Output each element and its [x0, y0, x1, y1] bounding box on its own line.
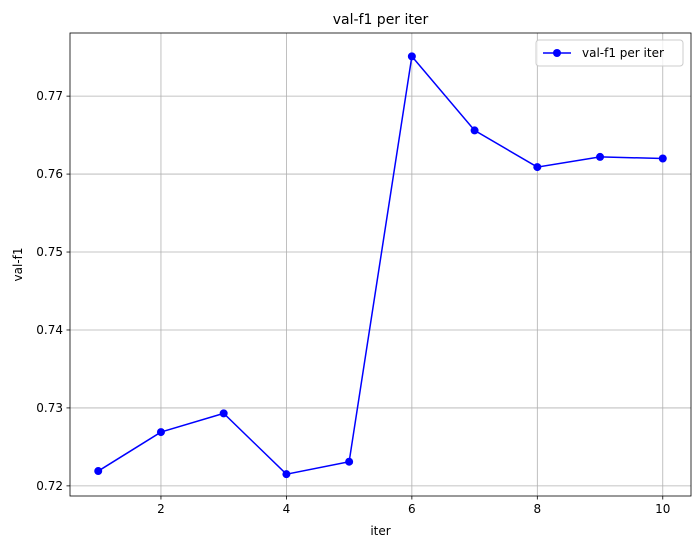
legend-box	[535, 39, 684, 67]
y-tick-label: 0.76	[36, 167, 63, 181]
x-tick-label: 2	[157, 502, 165, 516]
data-point	[156, 428, 165, 437]
chart-title: val-f1 per iter	[333, 12, 429, 28]
grid-lines	[70, 33, 691, 496]
x-tick-label: 10	[655, 502, 670, 516]
data-point	[94, 467, 103, 476]
plot-area-frame	[69, 32, 692, 497]
data-point	[596, 152, 605, 161]
y-tick-label: 0.72	[36, 479, 63, 493]
data-point	[407, 52, 416, 61]
x-tick-label: 4	[283, 502, 291, 516]
legend: val-f1 per iter	[535, 39, 684, 67]
y-tick-label: 0.74	[36, 323, 63, 337]
data-point	[219, 409, 228, 418]
x-tick-label: 8	[533, 502, 541, 516]
data-point	[533, 163, 542, 172]
data-point	[345, 457, 354, 466]
series-line	[97, 54, 663, 475]
y-tick-label: 0.73	[36, 401, 63, 415]
x-axis-label: iter	[370, 524, 390, 538]
data-point	[470, 126, 479, 135]
y-axis-label: val-f1	[11, 248, 25, 282]
axis-ticks: 2 4 6 8 10 0.72 0.73 0.74 0.75 0.76 0.77	[36, 89, 670, 516]
legend-label: val-f1 per iter	[582, 46, 664, 60]
y-tick-label: 0.75	[36, 245, 63, 259]
x-tick-label: 6	[408, 502, 416, 516]
legend-marker-swatch	[553, 49, 561, 57]
data-point	[658, 154, 667, 163]
y-tick-label: 0.77	[36, 89, 63, 103]
data-layer	[94, 52, 667, 479]
data-point	[282, 470, 291, 479]
